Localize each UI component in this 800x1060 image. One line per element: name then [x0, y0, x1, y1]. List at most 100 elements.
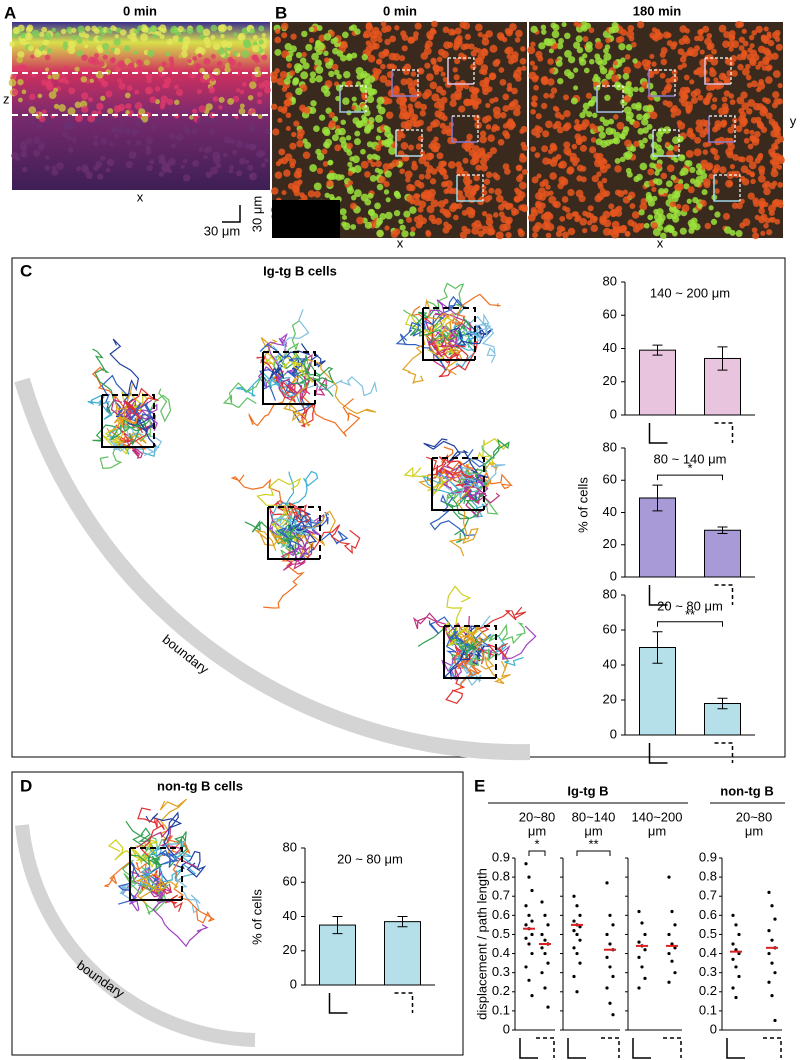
- cell: [360, 119, 368, 127]
- cell: [209, 85, 215, 92]
- cell: [745, 155, 754, 163]
- cell: [141, 26, 149, 33]
- cell: [454, 57, 461, 65]
- cell: [567, 227, 576, 236]
- cell: [501, 36, 508, 43]
- cell: [740, 117, 748, 126]
- cell: [708, 173, 715, 180]
- cell: [594, 41, 603, 50]
- cell: [460, 43, 468, 51]
- cell: [88, 36, 93, 42]
- cell: [722, 40, 730, 48]
- cell: [578, 56, 585, 63]
- cell: [599, 165, 608, 174]
- cell: [425, 229, 431, 235]
- cell: [768, 210, 775, 217]
- cell: [683, 74, 690, 81]
- data-point: [734, 948, 738, 952]
- cell: [97, 173, 104, 180]
- cell: [602, 210, 611, 219]
- cell: [483, 76, 490, 84]
- cell: [301, 51, 307, 58]
- data-point: [546, 961, 550, 965]
- data-point: [575, 951, 579, 956]
- cell: [755, 64, 761, 70]
- data-point: [770, 904, 774, 908]
- cell: [600, 157, 606, 164]
- panel-frame: [11, 257, 786, 758]
- cell: [401, 45, 408, 52]
- cell: [258, 82, 265, 89]
- data-point: [546, 1005, 550, 1009]
- cell: [746, 82, 753, 88]
- data-point: [527, 942, 531, 946]
- cell: [765, 49, 772, 56]
- cell: [284, 98, 293, 107]
- cell: [513, 195, 521, 203]
- cell: [575, 189, 584, 198]
- cell: [480, 164, 488, 172]
- cell: [763, 26, 769, 32]
- cell: [54, 32, 61, 38]
- cell: [145, 88, 151, 94]
- cell: [771, 52, 779, 60]
- cell: [313, 125, 320, 132]
- legend-box: [272, 200, 340, 238]
- error-bar: [652, 631, 663, 664]
- error-bar: [717, 526, 728, 534]
- cell: [564, 69, 572, 77]
- cell: [589, 123, 596, 130]
- cell: [728, 46, 734, 52]
- box-dashed: [432, 457, 485, 510]
- box-dashed: [649, 69, 676, 96]
- chart-title: 20 ~ 80 μm: [337, 851, 403, 866]
- cell: [599, 64, 605, 71]
- cell: [367, 208, 376, 217]
- cell: [341, 31, 349, 39]
- cell: [227, 97, 235, 105]
- data-point: [575, 904, 579, 908]
- cell: [364, 221, 372, 229]
- data-point: [578, 913, 582, 917]
- cell: [252, 76, 258, 82]
- data-point: [643, 976, 647, 981]
- cell-track: [412, 612, 453, 644]
- cell: [170, 28, 176, 34]
- bar: [319, 924, 356, 986]
- cell: [196, 117, 204, 125]
- cell-track: [306, 358, 376, 415]
- cell: [350, 224, 357, 230]
- cell: [224, 66, 231, 73]
- cell: [757, 152, 764, 159]
- cell: [428, 188, 437, 197]
- cell: [751, 30, 758, 36]
- cell: [765, 112, 773, 120]
- cell: [510, 54, 519, 63]
- cell: [582, 36, 589, 42]
- cell-track: [263, 547, 305, 609]
- cell-track: [458, 655, 482, 687]
- cell: [547, 58, 554, 65]
- cell: [685, 150, 694, 158]
- category-dashed: [714, 422, 734, 443]
- image-b-boxes: [339, 57, 741, 202]
- cell: [737, 63, 744, 71]
- box-dashed: [423, 307, 476, 360]
- box-dashed: [130, 847, 183, 900]
- cell-track: [395, 315, 435, 345]
- cell: [532, 232, 539, 239]
- cell: [605, 37, 611, 44]
- cell-track: [155, 849, 180, 868]
- cell: [533, 84, 539, 91]
- cell: [271, 103, 278, 110]
- cell: [700, 172, 708, 180]
- cell: [773, 126, 781, 134]
- cell: [772, 70, 781, 78]
- cell-track: [302, 376, 378, 397]
- cell: [747, 99, 756, 107]
- data-point: [608, 942, 612, 946]
- cell: [587, 100, 594, 107]
- cell: [443, 188, 449, 195]
- data-point: [572, 946, 576, 950]
